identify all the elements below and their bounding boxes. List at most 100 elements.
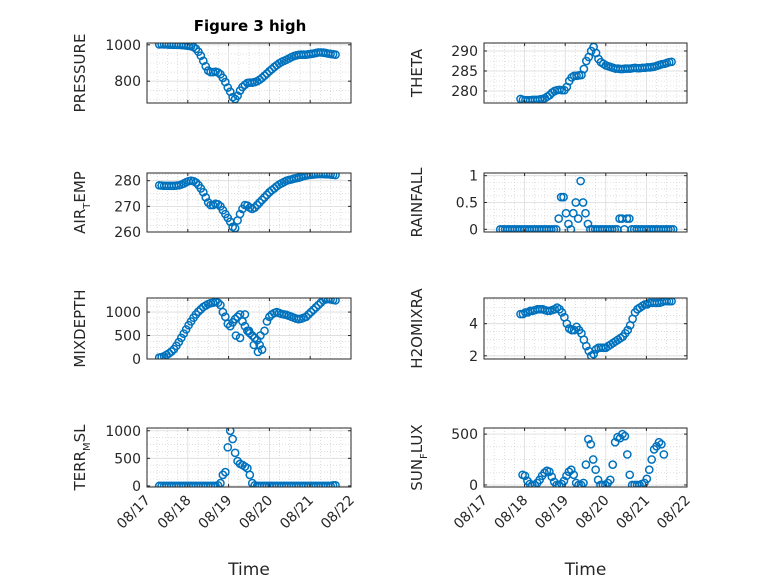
y-axis-label: AIRTEMP bbox=[71, 171, 93, 234]
y-axis-label: MIXDEPTH bbox=[71, 289, 89, 367]
data-point bbox=[569, 470, 579, 480]
y-tick-label: 500 bbox=[114, 329, 141, 345]
data-point bbox=[181, 325, 191, 334]
data-point bbox=[624, 214, 634, 223]
data-point bbox=[578, 198, 588, 207]
y-tick-label: 280 bbox=[114, 174, 141, 190]
data-point bbox=[328, 480, 338, 487]
y-tick-label: 4 bbox=[469, 317, 478, 333]
data-point bbox=[223, 442, 233, 452]
data-point bbox=[588, 455, 598, 464]
data-series bbox=[516, 298, 676, 359]
subplot-air_temp: 260 270 280 AIRTEMP bbox=[71, 171, 352, 241]
data-point bbox=[257, 73, 267, 83]
data-point bbox=[331, 480, 340, 487]
data-point bbox=[260, 193, 269, 202]
data-point bbox=[654, 437, 664, 447]
data-point bbox=[240, 310, 250, 319]
data-point bbox=[220, 467, 230, 477]
axes-frame bbox=[146, 297, 352, 360]
data-point bbox=[233, 312, 242, 322]
y-tick-label: 500 bbox=[451, 427, 478, 443]
data-point bbox=[164, 349, 174, 358]
y-tick-label: 270 bbox=[114, 199, 141, 215]
data-point bbox=[554, 214, 564, 223]
data-point bbox=[235, 209, 245, 219]
data-point bbox=[230, 314, 240, 324]
axes-frame bbox=[146, 42, 352, 104]
data-point bbox=[566, 465, 576, 475]
data-series bbox=[518, 429, 669, 487]
data-series bbox=[154, 43, 340, 103]
data-point bbox=[314, 300, 323, 310]
subplot-pressure: 800 1000 PRESSURE bbox=[71, 34, 352, 113]
data-point bbox=[589, 349, 598, 359]
data-point bbox=[581, 460, 591, 469]
y-axis-label: TERRMSL bbox=[71, 424, 93, 492]
data-point bbox=[265, 66, 274, 76]
data-point bbox=[623, 325, 633, 335]
data-point bbox=[568, 208, 578, 218]
x-axis-label: Time bbox=[227, 560, 270, 580]
y-tick-label: 280 bbox=[451, 84, 478, 100]
data-point bbox=[198, 187, 208, 197]
data-point bbox=[262, 69, 272, 78]
data-point bbox=[179, 329, 189, 339]
data-point bbox=[257, 195, 267, 205]
data-point bbox=[309, 305, 318, 315]
data-point bbox=[667, 298, 676, 306]
data-point bbox=[201, 193, 211, 202]
data-point bbox=[167, 347, 176, 356]
data-point bbox=[591, 465, 601, 475]
data-point bbox=[304, 310, 313, 319]
data-point bbox=[583, 434, 593, 444]
data-point bbox=[249, 340, 259, 350]
data-point bbox=[559, 476, 569, 486]
data-point bbox=[174, 337, 184, 347]
y-tick-label: 0 bbox=[132, 479, 141, 495]
data-point bbox=[566, 224, 576, 232]
y-tick-label: 1000 bbox=[105, 305, 141, 321]
data-series bbox=[154, 298, 340, 359]
data-point bbox=[586, 439, 596, 449]
data-point bbox=[191, 178, 201, 187]
data-point bbox=[576, 480, 586, 487]
data-point bbox=[562, 319, 572, 329]
y-tick-label: 260 bbox=[114, 225, 141, 241]
data-point bbox=[255, 198, 264, 207]
data-point bbox=[196, 51, 206, 61]
data-point bbox=[213, 298, 223, 308]
y-tick-label: 2 bbox=[469, 349, 478, 365]
y-tick-label: 800 bbox=[114, 74, 141, 90]
data-point bbox=[573, 214, 583, 223]
data-point bbox=[213, 199, 223, 209]
data-point bbox=[208, 481, 218, 487]
data-point bbox=[256, 331, 265, 340]
data-point bbox=[245, 470, 255, 480]
y-tick-label: 1000 bbox=[105, 424, 141, 440]
data-point bbox=[311, 303, 321, 312]
data-point bbox=[306, 307, 316, 317]
data-point bbox=[253, 347, 263, 357]
y-tick-label: 0 bbox=[469, 222, 478, 238]
data-point bbox=[331, 173, 340, 180]
figure-title: Figure 3 high bbox=[194, 17, 307, 35]
data-point bbox=[657, 439, 666, 449]
y-axis-label: PRESSURE bbox=[71, 34, 89, 113]
axes-frame bbox=[146, 427, 352, 488]
subplot-h2omixra: 2 4 H2OMIXRA bbox=[408, 288, 688, 369]
axes-frame bbox=[146, 172, 352, 233]
axes-frame bbox=[483, 42, 688, 104]
data-point bbox=[252, 200, 262, 210]
data-point bbox=[625, 470, 635, 480]
data-point bbox=[620, 431, 630, 441]
data-point bbox=[593, 475, 603, 485]
y-tick-label: 500 bbox=[114, 451, 141, 467]
data-series bbox=[154, 428, 340, 487]
data-point bbox=[194, 307, 203, 316]
axes-frame bbox=[483, 297, 688, 360]
y-axis-label: H2OMIXRA bbox=[408, 288, 426, 369]
y-tick-label: 285 bbox=[451, 64, 478, 80]
data-point bbox=[618, 429, 627, 439]
